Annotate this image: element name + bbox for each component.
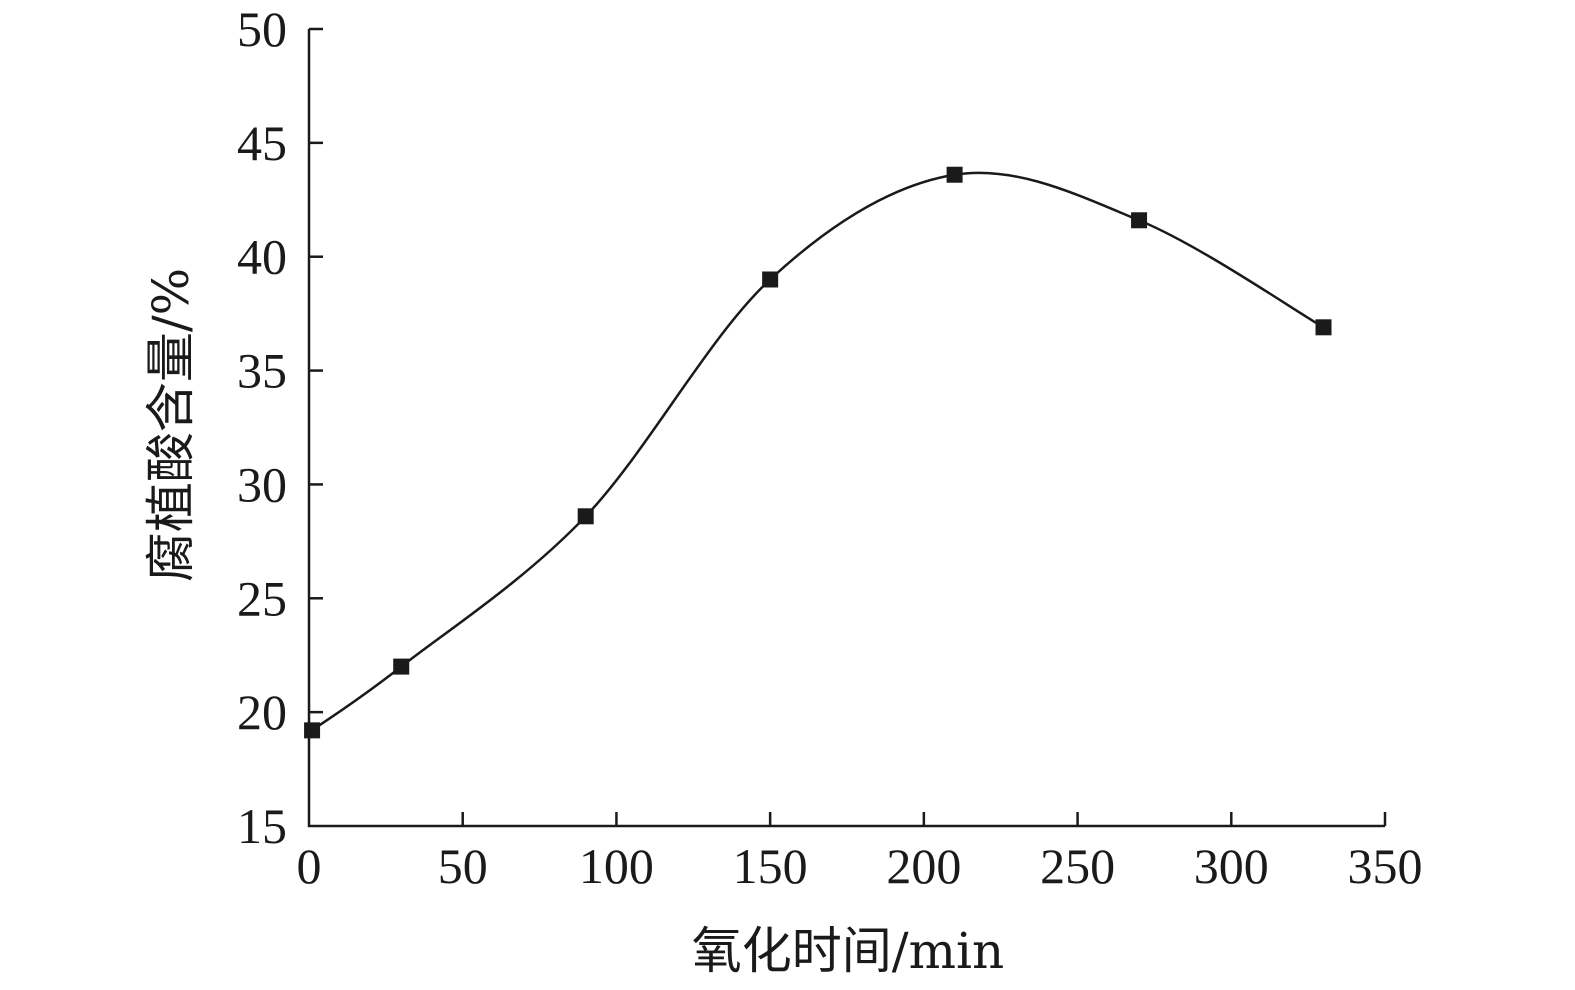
x-tick-label: 200: [886, 838, 961, 894]
y-axis-ticks: 15 20 25 30 35 40 45 50: [237, 1, 323, 854]
data-point-marker: [393, 658, 410, 675]
y-tick-label: 25: [237, 570, 287, 626]
data-point-marker: [762, 271, 779, 288]
series-curve: [311, 171, 1325, 732]
y-tick-label: 20: [237, 684, 287, 740]
data-point-marker: [1131, 212, 1148, 229]
y-tick-label: 40: [237, 229, 287, 285]
y-tick-label: 45: [237, 115, 287, 171]
y-tick-label: 30: [237, 456, 287, 512]
x-tick-label: 0: [297, 838, 322, 894]
x-tick-label: 50: [438, 838, 488, 894]
x-tick-label: 150: [733, 838, 808, 894]
x-tick-label: 350: [1348, 838, 1423, 894]
data-markers: [304, 166, 1332, 739]
axes-frame: [307, 29, 1385, 828]
x-tick-label: 300: [1194, 838, 1269, 894]
x-axis-title: 氧化时间/min: [692, 922, 1004, 980]
x-axis-ticks: 0 50 100 150 200 250 300 350: [297, 812, 1423, 894]
data-point-marker: [1315, 319, 1332, 336]
y-tick-label: 35: [237, 343, 287, 399]
y-tick-label: 50: [237, 1, 287, 57]
data-point-marker: [304, 722, 321, 739]
x-tick-label: 100: [579, 838, 654, 894]
data-point-marker: [577, 508, 594, 525]
x-tick-label: 250: [1040, 838, 1115, 894]
y-axis-title: 腐植酸含量/%: [142, 268, 200, 582]
data-point-marker: [946, 166, 963, 183]
y-tick-label: 15: [237, 798, 287, 854]
